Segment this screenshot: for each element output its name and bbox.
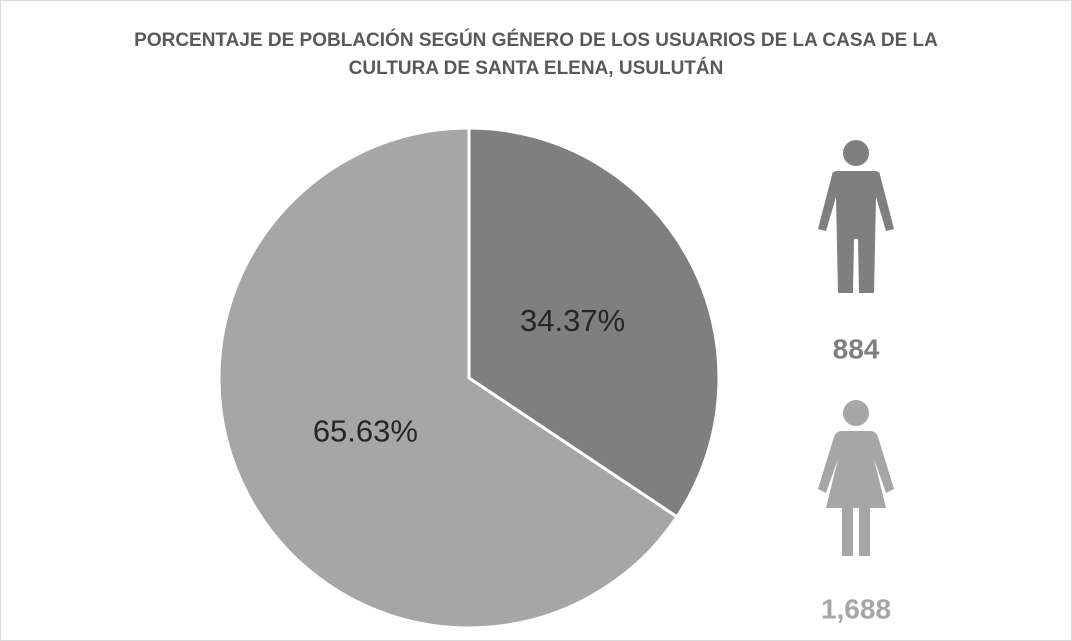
gender-icon — [818, 140, 894, 293]
chart-title: PORCENTAJE DE POBLACIÓN SEGÚN GÉNERO DE … — [134, 30, 938, 79]
pie-slice — [217, 126, 679, 630]
count-label: 1,688 — [821, 593, 891, 624]
icon-body — [818, 431, 894, 556]
count-label: 884 — [833, 333, 880, 364]
gender-icon — [818, 400, 894, 556]
slice-label: 34.37% — [520, 303, 625, 338]
icon-head — [843, 140, 869, 166]
icon-head — [843, 400, 869, 426]
icon-body — [818, 171, 894, 293]
slice-label: 65.63% — [313, 414, 418, 449]
